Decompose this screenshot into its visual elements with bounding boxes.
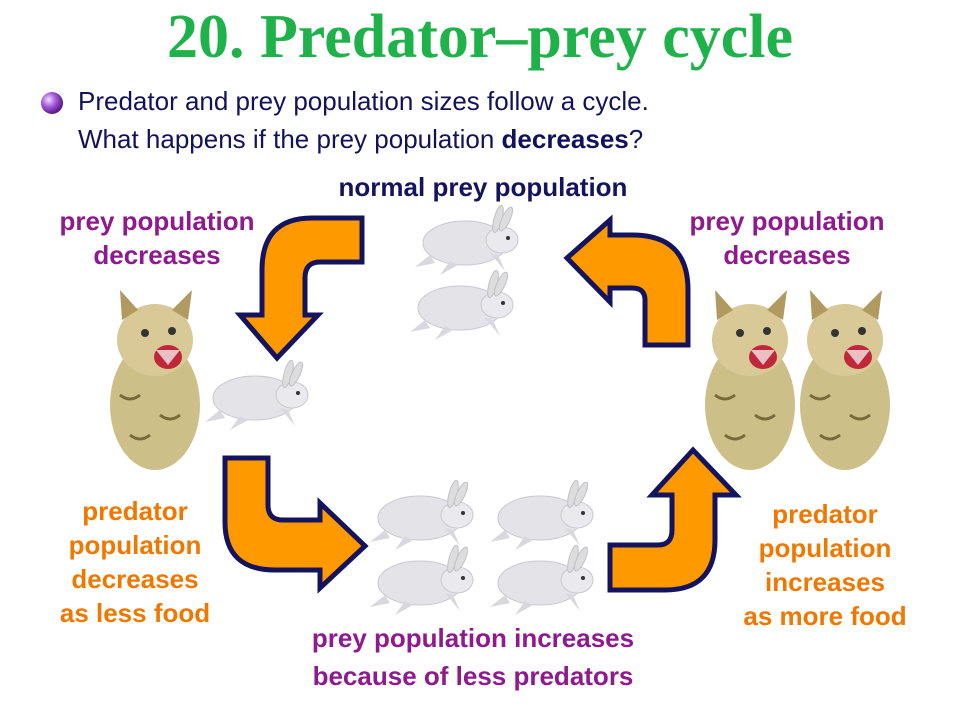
rabbit-image	[409, 268, 514, 341]
lynx-image	[703, 288, 797, 472]
label-bottom: prey population increases because of les…	[243, 619, 703, 695]
arrow-top-right-curving-left	[563, 214, 691, 348]
label-line: prey population	[689, 206, 885, 236]
slide-title: 20. Predator–prey cycle	[166, 3, 794, 71]
rabbit-image	[489, 478, 594, 551]
label-line: decreases	[723, 240, 851, 270]
rabbit-image	[414, 203, 519, 276]
arrow-top-left-curving-down	[234, 215, 365, 362]
label-line: population	[68, 530, 202, 560]
rabbit-image	[369, 543, 474, 616]
bullet-line-2-end: ?	[628, 124, 644, 154]
label-line: prey population increases	[311, 623, 635, 653]
label-bottom-right: predator population increases as more fo…	[705, 497, 945, 633]
label-line: increases	[765, 567, 885, 597]
rabbit-image	[369, 478, 474, 551]
lynx-image	[108, 288, 202, 472]
label-line: predator	[772, 499, 878, 529]
label-bottom-left: predator population decreases as less fo…	[15, 494, 255, 630]
label-top-left: prey population decreases	[17, 204, 297, 272]
purple-sphere-bullet-icon	[41, 92, 63, 114]
label-line: because of less predators	[312, 661, 634, 691]
rabbit-image	[204, 358, 309, 431]
bullet-emphasis: decreases	[501, 124, 629, 154]
arrow-bottom-left-curving-right	[222, 455, 369, 594]
label-line: population	[758, 533, 892, 563]
label-top-right: prey population decreases	[647, 204, 927, 272]
arrow-bottom-right-curving-up	[607, 446, 742, 593]
bullet-line-2-text: What happens if the prey population	[78, 124, 502, 154]
bullet-line-1: Predator and prey population sizes follo…	[78, 86, 649, 116]
label-line: decreases	[71, 564, 199, 594]
label-line: as less food	[59, 598, 211, 628]
rabbit-image	[489, 543, 594, 616]
bullet-line-2: What happens if the prey population decr…	[78, 124, 643, 155]
label-line: decreases	[93, 240, 221, 270]
label-normal-prey: normal prey population	[338, 172, 628, 202]
label-line: predator	[82, 496, 188, 526]
lynx-image	[798, 288, 892, 472]
label-line: prey population	[59, 206, 255, 236]
label-line: as more food	[743, 601, 907, 631]
